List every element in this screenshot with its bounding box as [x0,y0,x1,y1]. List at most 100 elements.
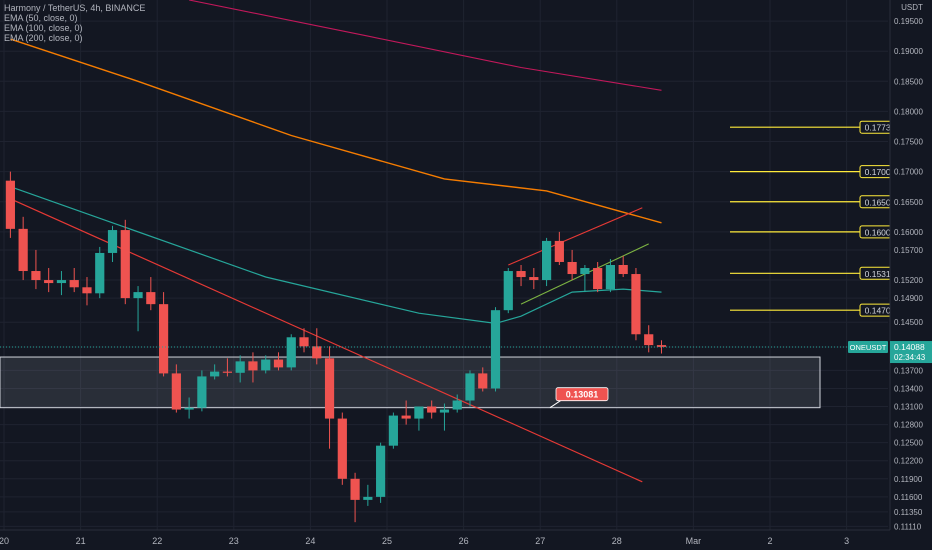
candle-body[interactable] [184,407,194,410]
ema100-legend[interactable]: EMA (100, close, 0) [4,23,83,33]
candle-body[interactable] [235,361,245,373]
candle-body[interactable] [286,337,296,368]
time-tick-label: 2 [767,536,772,546]
time-tick-label: 24 [305,536,315,546]
symbol-title: Harmony / TetherUS, 4h, BINANCE [4,3,146,13]
candle-body[interactable] [567,261,577,275]
candle-body[interactable] [44,280,54,284]
price-tick-label: 0.11600 [894,493,923,502]
time-tick-label: 21 [76,536,86,546]
ema200-legend[interactable]: EMA (200, close, 0) [4,33,83,43]
candle-body[interactable] [414,406,424,419]
candle-body[interactable] [452,400,462,410]
candle-body[interactable] [133,292,143,299]
price-tick-label: 0.18500 [894,77,923,86]
price-tick-label: 0.12500 [894,439,923,448]
support-zone[interactable] [0,356,821,409]
ema50-legend[interactable]: EMA (50, close, 0) [4,13,78,23]
candle-body[interactable] [210,371,220,377]
candle-body[interactable] [618,265,628,275]
level-label: 0.15312 [865,269,896,279]
candle-body[interactable] [171,373,181,410]
current-price-value: 0.14088 [894,342,925,352]
zone-price-value: 0.13081 [566,390,599,400]
time-axis[interactable] [0,530,932,550]
price-tick-label: 0.12200 [894,457,923,466]
candle-body[interactable] [56,280,67,284]
candle-body[interactable] [312,346,322,359]
time-tick-label: 23 [229,536,239,546]
price-axis[interactable] [890,0,932,550]
candle-body[interactable] [363,496,373,500]
candle-body[interactable] [82,287,92,294]
candle-body[interactable] [516,271,526,278]
candle-body[interactable] [376,445,386,497]
zone-price-callout[interactable] [555,387,609,402]
candle-body[interactable] [31,271,41,281]
candle-body[interactable] [107,230,118,253]
level-label: 0.17738 [865,123,896,133]
price-tick-label: 0.16500 [894,198,923,207]
candle-body[interactable] [478,373,488,389]
candle-body[interactable] [95,252,105,294]
time-tick-label: 3 [844,536,849,546]
candle-body[interactable] [503,271,513,311]
candle-body[interactable] [337,418,347,479]
price-tick-label: 0.12800 [894,421,923,430]
currency-label: USDT [901,3,923,12]
symbol-badge [848,341,888,354]
candle-body[interactable] [554,240,564,262]
candle-body[interactable] [631,274,641,335]
time-tick-label: 27 [535,536,545,546]
candle-body[interactable] [490,310,501,389]
candle-body[interactable] [541,240,552,281]
price-tick-label: 0.17000 [894,168,923,177]
candle-body[interactable] [439,409,450,413]
countdown-timer: 02:34:43 [894,353,926,362]
candle-body[interactable] [580,268,590,275]
time-tick-label: Mar [686,536,702,546]
ema100-line[interactable] [10,38,662,224]
candle-body[interactable] [197,376,207,408]
candle-body[interactable] [261,359,271,371]
price-tick-label: 0.14500 [894,318,923,327]
ema200-line[interactable] [188,0,662,91]
time-tick-label: 28 [612,536,622,546]
candle-body[interactable] [324,358,335,419]
candle-body[interactable] [5,180,15,229]
candle-body[interactable] [69,280,79,288]
candle-body[interactable] [248,361,258,371]
candle-body[interactable] [656,345,667,347]
candle-body[interactable] [401,415,411,419]
candle-body[interactable] [299,337,309,347]
price-tick-label: 0.19500 [894,17,923,26]
channel-upper-line[interactable] [508,207,643,266]
price-tick-label: 0.13400 [894,384,923,393]
candle-body[interactable] [18,228,28,272]
symbol-badge-text: ONEUSDT [850,343,887,352]
candle-body[interactable] [529,277,539,281]
price-tick-label: 0.14900 [894,294,923,303]
candle-body[interactable] [465,373,475,401]
candle-body[interactable] [222,371,233,373]
candle-body[interactable] [158,304,169,374]
candle-body[interactable] [350,478,360,500]
price-tick-label: 0.19000 [894,47,923,56]
candle-body[interactable] [388,415,398,446]
current-price-badge[interactable] [890,341,932,364]
price-tick-label: 0.13100 [894,403,923,412]
candle-body[interactable] [593,268,603,290]
price-tick-label: 0.15700 [894,246,923,255]
candle-body[interactable] [146,292,156,305]
price-tick-label: 0.11900 [894,475,923,484]
price-tick-label: 0.13700 [894,366,923,375]
candle-body[interactable] [120,230,130,299]
chart-legend: Harmony / TetherUS, 4h, BINANCE EMA (50,… [4,3,145,43]
candle-body[interactable] [273,359,284,368]
candle-body[interactable] [644,334,654,346]
candle-body[interactable] [605,265,616,290]
candle-body[interactable] [427,406,437,413]
time-tick-label: 20 [0,536,9,546]
price-tick-label: 0.15200 [894,276,923,285]
